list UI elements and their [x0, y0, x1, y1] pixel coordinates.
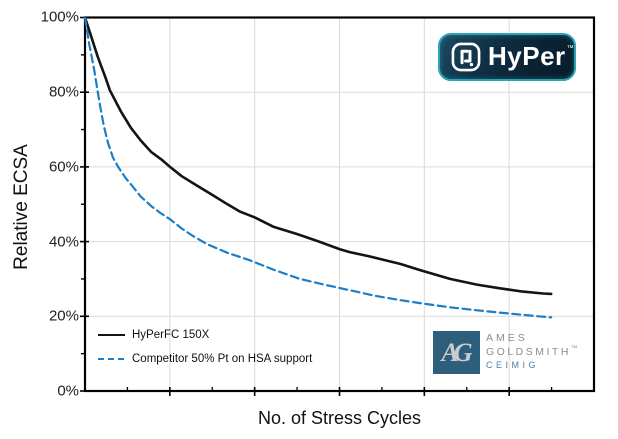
legend-item-competitor: Competitor 50% Pt on HSA support	[98, 353, 312, 365]
ames-goldsmith-monogram: AG	[433, 331, 480, 374]
ames-text: AMES	[486, 332, 528, 344]
hyper-trademark: ™	[566, 45, 575, 52]
x-axis-title: No. of Stress Cycles	[257, 408, 422, 428]
y-tick-0: 0%	[57, 382, 79, 400]
goldsmith-text: GOLDSMITH™	[486, 344, 580, 358]
legend-label-hyperfc: HyPerFC 150X	[132, 329, 210, 341]
y-tick-20: 20%	[48, 307, 79, 325]
ames-goldsmith-logo: AG AMES GOLDSMITH™ CEIMIG	[433, 331, 580, 374]
ceimig-text: CEIMIG	[486, 360, 540, 370]
legend-label-competitor: Competitor 50% Pt on HSA support	[132, 353, 313, 365]
legend-line-dashed	[98, 357, 125, 361]
hyper-logo-wordmark: HyPer™	[488, 41, 575, 71]
y-tick-80: 80%	[48, 83, 79, 101]
y-tick-60: 60%	[48, 158, 79, 176]
legend-line-solid	[98, 333, 125, 337]
legend-item-hyperfc: HyPerFC 150X	[98, 329, 209, 341]
y-axis-title: Relative ECSA	[11, 144, 32, 270]
hyper-logo: HyPer™	[438, 33, 576, 81]
goldsmith-trademark: ™	[570, 344, 580, 352]
ames-goldsmith-text: AMES GOLDSMITH™ CEIMIG	[486, 331, 580, 370]
y-tick-100: 100%	[40, 8, 79, 26]
y-tick-40: 40%	[48, 233, 79, 251]
hyper-logo-icon	[451, 42, 481, 72]
